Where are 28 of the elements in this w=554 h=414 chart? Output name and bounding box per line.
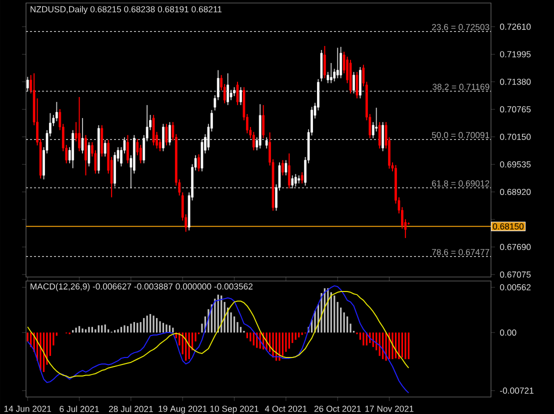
y-tick-label: 0.72610 bbox=[500, 24, 531, 30]
y-tick-label: 0.69535 bbox=[500, 161, 531, 168]
ref-line-label: 23.6 = 0.72503 bbox=[432, 24, 490, 30]
x-tick-label: 26 Oct 2021 bbox=[314, 406, 361, 412]
x-tick-label: 19 Aug 2021 bbox=[158, 406, 207, 414]
y-tick-label: -0.00721 bbox=[500, 388, 534, 394]
x-tick-label: 17 Nov 2021 bbox=[365, 406, 414, 412]
y-tick-label: 0.00 bbox=[500, 329, 516, 336]
y-tick-label: 0.68920 bbox=[500, 188, 531, 195]
y-tick-label: 0.67690 bbox=[500, 244, 531, 250]
y-tick-label: 0.70150 bbox=[500, 134, 531, 140]
ref-line-label: 50.0 = 0.70091 bbox=[432, 132, 490, 138]
y-tick-label: 0.70765 bbox=[500, 106, 531, 112]
x-tick-label: 14 Jun 2021 bbox=[4, 406, 52, 412]
x-tick-label: 10 Sep 2021 bbox=[210, 406, 258, 414]
x-tick-label: 28 Jul 2021 bbox=[108, 406, 153, 412]
y-tick-label: 0.71995 bbox=[500, 51, 531, 58]
y-tick-label: 0.67075 bbox=[500, 271, 531, 278]
y-tick-label: 0.71380 bbox=[500, 78, 531, 85]
ref-line-label: 0.68150 bbox=[492, 223, 524, 230]
y-tick-label: 0.00562 bbox=[500, 284, 531, 290]
x-tick-label: 6 Jul 2021 bbox=[60, 406, 99, 412]
chart-title: MACD(12,26,9) -0.006627 -0.003887 0.000000 -0.003562 bbox=[30, 283, 253, 292]
chart-title: NZDUSD,Daily 0.68215 0.68238 0.68191 0.68211 bbox=[30, 6, 222, 14]
x-tick-label: 4 Oct 2021 bbox=[264, 406, 307, 412]
ref-line-label: 78.6 = 0.67477 bbox=[432, 249, 490, 256]
ref-line-label: 38.2 = 0.71169 bbox=[432, 84, 490, 90]
ref-line-label: 61.8 = 0.69012 bbox=[432, 180, 490, 186]
